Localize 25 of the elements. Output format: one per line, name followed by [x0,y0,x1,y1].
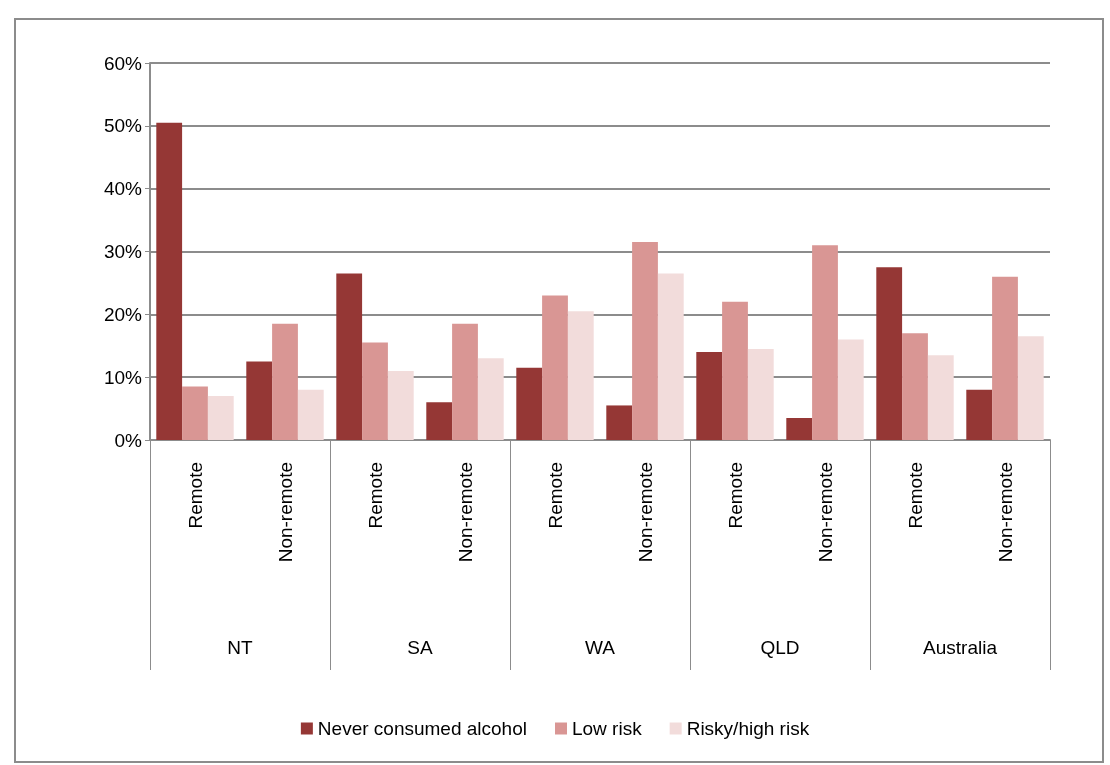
y-tick-label: 10% [103,366,143,388]
y-tick-label: 0% [114,429,143,451]
x-tick-label: Remote [184,462,206,529]
x-tick-label: Non-remote [634,462,656,563]
x-tick-label: Non-remote [994,462,1016,563]
x-tick-label: Non-remote [274,462,296,563]
x-tick-label: Remote [364,462,386,529]
x-tick-label: Non-remote [454,462,476,563]
y-tick-label: 20% [103,303,143,325]
y-tick-label: 40% [103,178,143,200]
text: NT [227,637,254,658]
legend-label: Never consumed alcohol [317,718,527,739]
x-tick-label: Remote [904,462,926,529]
text: SA [407,637,433,658]
text: QLD [760,637,800,658]
y-tick-label: 30% [103,241,143,262]
x-tick-label: Remote [544,462,566,529]
y-tick-label: 60% [103,52,143,74]
legend-label: Low risk [571,718,643,739]
legend-label: Risky/high risk [686,718,810,739]
text: Australia [923,637,998,658]
text: WA [585,637,616,658]
x-tick-label: Remote [724,462,746,529]
x-tick-label: Non-remote [814,462,836,563]
y-tick-label: 50% [103,115,143,137]
